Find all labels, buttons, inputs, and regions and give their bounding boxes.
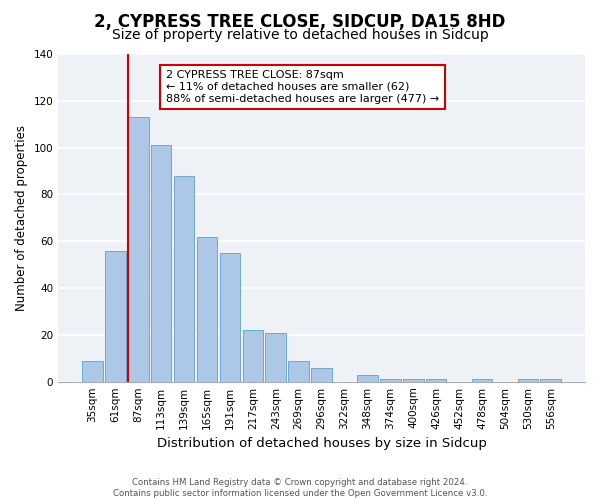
Bar <box>265 332 286 382</box>
Bar <box>380 380 401 382</box>
X-axis label: Distribution of detached houses by size in Sidcup: Distribution of detached houses by size … <box>157 437 487 450</box>
Bar <box>311 368 332 382</box>
Text: 2 CYPRESS TREE CLOSE: 87sqm
← 11% of detached houses are smaller (62)
88% of sem: 2 CYPRESS TREE CLOSE: 87sqm ← 11% of det… <box>166 70 439 104</box>
Bar <box>82 360 103 382</box>
Bar <box>518 380 538 382</box>
Bar <box>174 176 194 382</box>
Bar <box>220 253 240 382</box>
Text: Size of property relative to detached houses in Sidcup: Size of property relative to detached ho… <box>112 28 488 42</box>
Y-axis label: Number of detached properties: Number of detached properties <box>15 125 28 311</box>
Bar <box>541 380 561 382</box>
Bar <box>151 146 172 382</box>
Bar <box>403 380 424 382</box>
Bar <box>289 360 309 382</box>
Text: 2, CYPRESS TREE CLOSE, SIDCUP, DA15 8HD: 2, CYPRESS TREE CLOSE, SIDCUP, DA15 8HD <box>94 12 506 30</box>
Bar <box>105 250 125 382</box>
Bar <box>472 380 493 382</box>
Bar <box>242 330 263 382</box>
Bar <box>357 374 378 382</box>
Bar <box>426 380 446 382</box>
Text: Contains HM Land Registry data © Crown copyright and database right 2024.
Contai: Contains HM Land Registry data © Crown c… <box>113 478 487 498</box>
Bar <box>197 236 217 382</box>
Bar <box>128 117 149 382</box>
